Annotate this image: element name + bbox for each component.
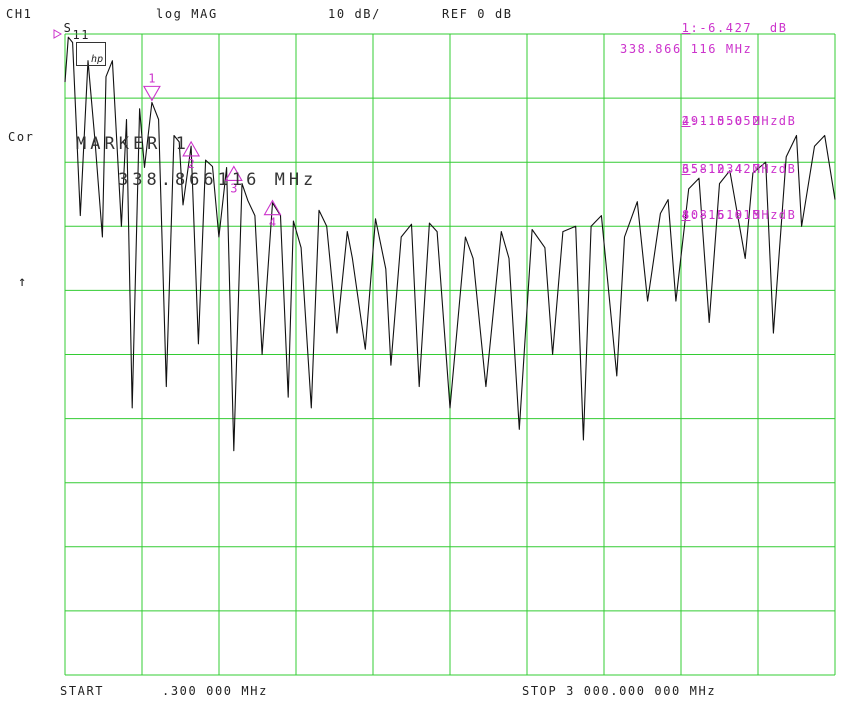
ref-position-arrow: ↑ <box>18 274 29 290</box>
marker-3-unit: dB <box>778 162 797 176</box>
marker-1-number: 1 <box>681 21 691 35</box>
ref-label: REF 0 dB <box>442 7 513 21</box>
marker-4-value: -15.615 <box>699 208 762 222</box>
marker-4-number: 4 <box>681 208 691 222</box>
marker-2-number: 2 <box>681 114 691 128</box>
marker-4-unit: dB <box>778 208 797 222</box>
marker-2-sep: : <box>690 114 700 128</box>
hp-logo: hp <box>76 42 107 66</box>
start-value: .300 000 MHz <box>162 684 268 698</box>
marker-1-value: -6.427 <box>699 21 753 35</box>
marker-3-freq: 658.034 MHz <box>682 162 780 176</box>
marker-2-value: -10.052 <box>699 114 762 128</box>
marker-3-entry: 3:-12.427 dB <box>664 148 796 176</box>
correction-label: Cor <box>8 130 35 144</box>
stop-label: STOP 3 000.000 000 MHz <box>522 684 717 698</box>
scale-label: 10 dB/ <box>328 7 381 21</box>
marker-3-sep: : <box>690 162 700 176</box>
marker-4-entry: 4:-15.615 dB <box>664 194 796 222</box>
s-parameter: S11 <box>46 7 90 42</box>
marker-4-sep: : <box>690 208 700 222</box>
start-label: START <box>60 684 105 698</box>
channel-label: CH1 <box>6 7 33 21</box>
marker-1-unit: dB <box>769 21 788 35</box>
marker-2-entry: 2:-10.052 dB <box>664 100 796 128</box>
marker-1-sep: : <box>690 21 700 35</box>
trace-line <box>64 36 836 452</box>
marker-3-triangle-icon <box>224 165 243 182</box>
marker-3-label: 3 <box>230 181 237 195</box>
marker-readout-value: 338.866116 MHz <box>118 170 318 190</box>
marker-4-freq: 808.619 MHz <box>682 208 780 222</box>
marker-2-freq: 491.550 MHz <box>682 114 780 128</box>
s-param-sub: 11 <box>72 28 91 43</box>
reference-marker-icon <box>53 29 63 39</box>
marker-4-label: 4 <box>269 216 276 230</box>
format-label: log MAG <box>156 7 218 21</box>
marker-1-label: 1 <box>148 71 155 85</box>
marker-1-freq: 338.866 116 MHz <box>620 42 753 56</box>
marker-1-entry: 1:-6.427 dB <box>664 7 788 35</box>
marker-readout-title: MARKER 1 <box>76 134 190 154</box>
s-param-letter: S <box>63 21 73 35</box>
marker-4-triangle-icon <box>263 199 282 216</box>
marker-2-triangle-icon <box>182 140 201 157</box>
marker-2-label: 2 <box>187 157 194 171</box>
marker-2-unit: dB <box>778 114 797 128</box>
hp-logo-text: hp <box>91 54 104 65</box>
marker-3-value: -12.427 <box>699 162 762 176</box>
marker-3-number: 3 <box>681 162 691 176</box>
marker-1-triangle-icon <box>142 85 161 102</box>
